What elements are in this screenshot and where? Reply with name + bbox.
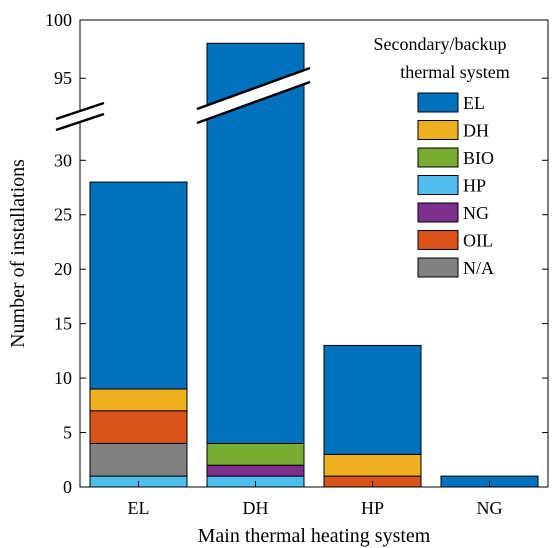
- bar-segment-dh-ng: [207, 465, 304, 476]
- legend-swatch-oil: [418, 231, 458, 250]
- y-axis-title: Number of installations: [7, 159, 29, 348]
- y-tick-label: 20: [54, 259, 72, 279]
- legend-label-oil: OIL: [463, 231, 493, 251]
- bar-segment-el-dh: [90, 389, 187, 411]
- y-tick-label: 15: [54, 314, 72, 334]
- legend-swatch-hp: [418, 176, 458, 195]
- legend-title-line-2: thermal system: [400, 62, 509, 82]
- x-tick-label: HP: [361, 498, 384, 518]
- legend-label-ng: NG: [463, 203, 489, 223]
- legend-swatch-ng: [418, 203, 458, 222]
- legend-swatch-bio: [418, 148, 458, 167]
- legend: Secondary/backup thermal system EL DH BIO HP N…: [374, 34, 510, 278]
- legend-label-na: N/A: [463, 258, 494, 278]
- legend-label-bio: BIO: [463, 148, 494, 168]
- y-tick-label: 95: [54, 68, 72, 88]
- legend-label-dh: DH: [463, 121, 489, 141]
- y-tick-label: 10: [54, 368, 72, 388]
- x-tick-label: DH: [243, 498, 269, 518]
- y-tick-label: 30: [54, 150, 72, 170]
- legend-swatch-na: [418, 258, 458, 277]
- legend-label-el: EL: [463, 93, 485, 113]
- y-tick-label: 100: [45, 10, 72, 30]
- x-axis-title: Main thermal heating system: [198, 525, 431, 547]
- bar-segment-hp-el: [324, 345, 421, 454]
- legend-title-line-1: Secondary/backup: [374, 34, 507, 54]
- bar-segment-el-el: [90, 182, 187, 389]
- x-tick-label: NG: [477, 498, 503, 518]
- y-tick-label: 5: [63, 423, 72, 443]
- legend-label-hp: HP: [463, 176, 486, 196]
- y-tick-label: 25: [54, 205, 72, 225]
- x-tick-label: EL: [128, 498, 150, 518]
- legend-swatch-dh: [418, 121, 458, 140]
- y-tick-label: 0: [63, 477, 72, 497]
- bar-segment-dh-bio: [207, 443, 304, 465]
- bar-segment-el-na: [90, 443, 187, 476]
- bar-segment-hp-dh: [324, 454, 421, 476]
- bar-segment-el-oil: [90, 411, 187, 444]
- legend-swatch-el: [418, 93, 458, 112]
